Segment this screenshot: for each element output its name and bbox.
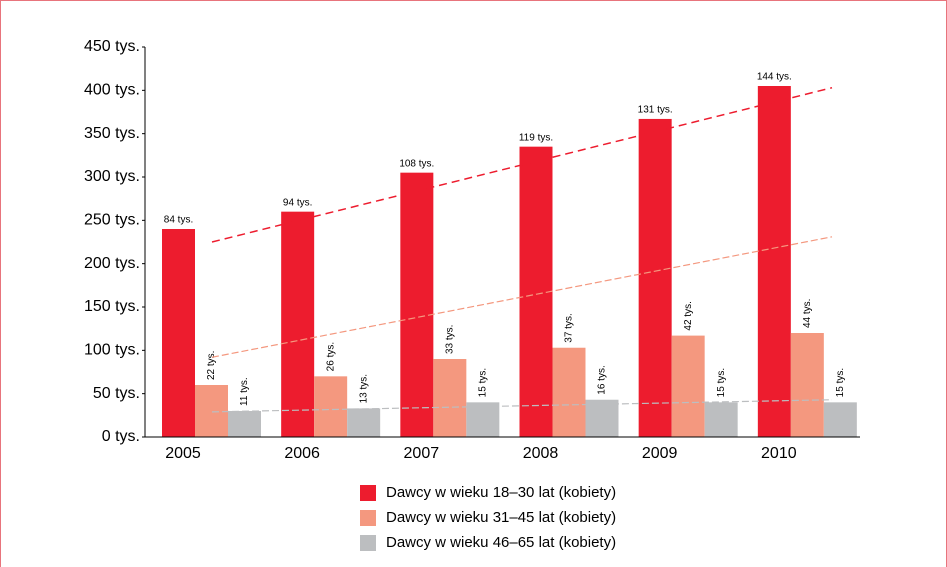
bar	[585, 399, 619, 437]
data-label: 37 tys.	[564, 313, 575, 342]
bar	[757, 86, 791, 437]
y-tick-label: 0 tys.	[102, 428, 140, 445]
legend-label: Dawcy w wieku 31–45 lat (kobiety)	[386, 509, 616, 526]
data-label: 15 tys.	[477, 368, 488, 397]
y-tick-label: 50 tys.	[93, 385, 140, 402]
data-label: 119 tys.	[519, 132, 553, 143]
bar	[552, 347, 586, 437]
data-label: 44 tys.	[802, 299, 813, 328]
bar	[638, 118, 672, 437]
data-label: 108 tys.	[399, 158, 434, 169]
y-tick-label: 300 tys.	[84, 168, 140, 185]
bar	[671, 335, 705, 437]
legend-swatch	[360, 535, 376, 551]
bar	[704, 402, 738, 437]
legend-label: Dawcy w wieku 46–65 lat (kobiety)	[386, 534, 616, 551]
data-label: 84 tys.	[164, 215, 193, 226]
x-tick-label: 2009	[642, 445, 678, 462]
bar	[281, 211, 315, 437]
bar	[400, 172, 434, 437]
trend-line	[211, 236, 833, 358]
data-label: 42 tys.	[683, 301, 694, 330]
y-tick-label: 450 tys.	[84, 38, 140, 55]
data-label: 13 tys.	[358, 374, 369, 403]
data-label: 26 tys.	[325, 342, 336, 371]
y-tick-label: 250 tys.	[84, 212, 140, 229]
bar	[195, 385, 228, 437]
y-tick-label: 200 tys.	[84, 255, 140, 272]
data-label: 16 tys.	[597, 365, 608, 394]
y-tick-label: 100 tys.	[84, 342, 140, 359]
x-tick-label: 2010	[761, 445, 797, 462]
legend-swatch	[360, 510, 376, 526]
data-label: 144 tys.	[757, 72, 792, 83]
y-tick-label: 150 tys.	[84, 298, 140, 315]
y-tick-label: 400 tys.	[84, 82, 140, 99]
data-label: 15 tys.	[716, 368, 727, 397]
bar	[162, 229, 195, 437]
bar	[314, 376, 348, 437]
trend-line	[211, 87, 833, 243]
y-tick-label: 350 tys.	[84, 125, 140, 142]
legend-swatch	[360, 485, 376, 501]
x-tick-label: 2006	[284, 445, 320, 462]
data-label: 22 tys.	[206, 351, 217, 380]
x-tick-label: 2005	[165, 445, 201, 462]
bar	[228, 411, 261, 437]
data-label: 131 tys.	[638, 105, 673, 116]
bar	[823, 402, 857, 437]
data-label: 11 tys.	[239, 377, 250, 406]
bar	[347, 408, 381, 437]
bar	[433, 359, 467, 437]
legend-label: Dawcy w wieku 18–30 lat (kobiety)	[386, 484, 616, 501]
data-label: 94 tys.	[283, 197, 312, 208]
x-tick-label: 2007	[404, 445, 440, 462]
x-tick-label: 2008	[523, 445, 559, 462]
data-label: 15 tys.	[835, 368, 846, 397]
data-label: 33 tys.	[444, 325, 455, 354]
bar	[466, 402, 500, 437]
trend-line	[211, 399, 833, 413]
bar	[790, 333, 824, 437]
